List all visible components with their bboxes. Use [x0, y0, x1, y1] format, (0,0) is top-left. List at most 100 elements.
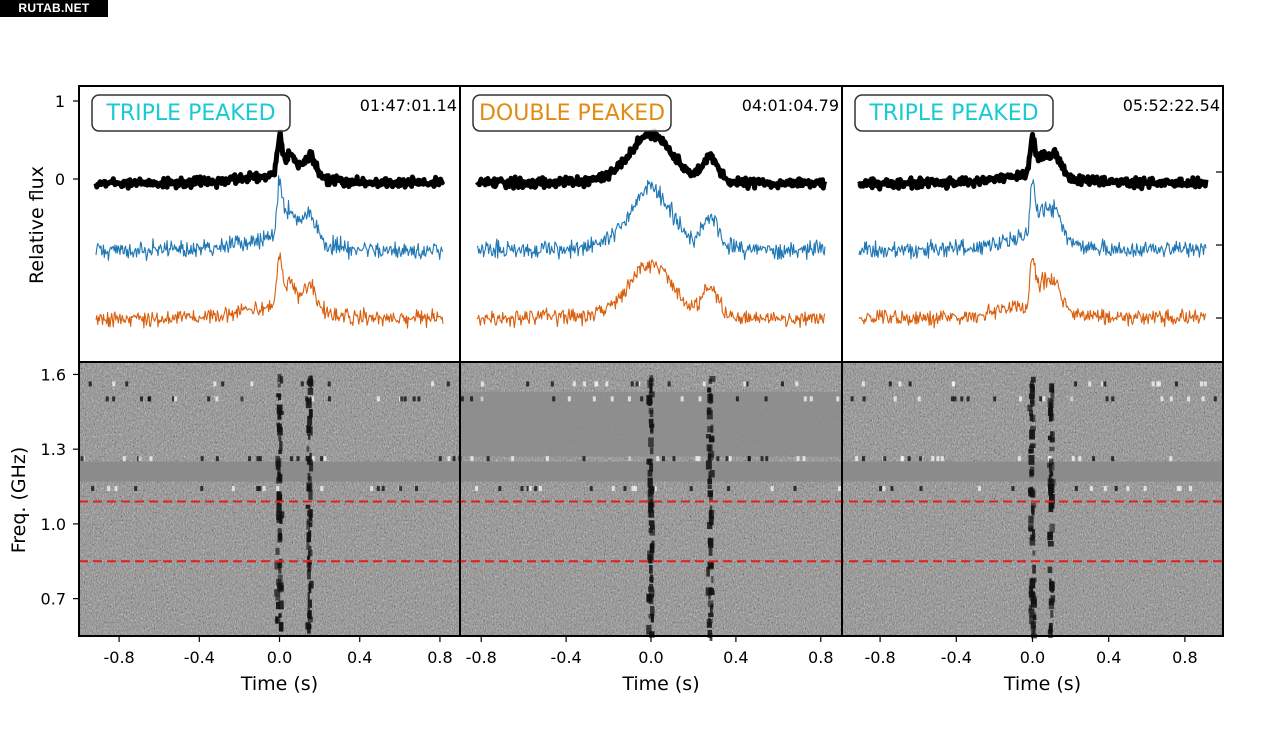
burst-streak: [1029, 409, 1034, 416]
x-tick-label: 0.8: [427, 648, 452, 667]
rfi-streak: [793, 486, 797, 492]
rfi-streak: [475, 486, 479, 492]
burst-streak: [277, 426, 283, 436]
peak-type-label: TRIPLE PEAKED: [105, 101, 275, 126]
burst-streak: [275, 601, 280, 610]
rfi-streak: [1114, 486, 1118, 492]
burst-streak: [1048, 463, 1053, 472]
rfi-streak: [623, 486, 627, 492]
burst-timestamp: 01:47:01.14: [360, 96, 457, 115]
rfi-streak: [960, 396, 964, 402]
burst-streak: [647, 477, 653, 488]
burst-streak: [649, 631, 655, 638]
x-tick-label: 0.4: [1096, 648, 1121, 667]
burst-streak: [308, 545, 312, 551]
rfi-streak: [147, 396, 151, 402]
rfi-streak: [796, 456, 800, 462]
burst-streak: [307, 387, 314, 395]
burst-streak: [306, 532, 311, 543]
burst-streak: [708, 471, 711, 480]
rfi-streak: [635, 381, 639, 387]
burst-streak: [1050, 431, 1053, 436]
rfi-streak: [862, 396, 866, 402]
burst-streak: [306, 445, 310, 452]
rfi-streak: [438, 456, 442, 462]
burst-streak: [305, 622, 311, 630]
rfi-streak: [412, 396, 416, 402]
x-tick-label: 0.4: [723, 648, 748, 667]
x-tick-label: 0.4: [347, 648, 372, 667]
burst-streak: [307, 537, 311, 542]
burst-streak: [1031, 629, 1035, 638]
rfi-streak: [716, 456, 720, 462]
rfi-streak: [480, 381, 484, 387]
rfi-streak: [300, 381, 304, 387]
burst-streak: [308, 522, 313, 528]
burst-timestamp: 04:01:04.79: [742, 96, 839, 115]
rfi-streak: [1151, 381, 1155, 387]
rfi-streak: [376, 396, 380, 402]
burst-streak: [1031, 529, 1036, 539]
rfi-streak: [231, 486, 235, 492]
rfi-streak: [627, 396, 631, 402]
rfi-streak: [592, 396, 596, 402]
burst-streak: [648, 613, 655, 619]
burst-streak: [648, 377, 654, 387]
rfi-streak: [545, 456, 549, 462]
rfi-streak: [672, 456, 676, 462]
burst-streak: [276, 503, 282, 513]
burst-streak: [1049, 383, 1055, 393]
rfi-streak: [931, 456, 935, 462]
rfi-streak: [134, 486, 138, 492]
burst-streak: [309, 375, 313, 384]
rfi-streak: [890, 486, 894, 492]
rfi-streak: [248, 456, 252, 462]
burst-streak: [1030, 425, 1036, 431]
rfi-streak: [376, 486, 380, 492]
rfi-streak: [950, 396, 954, 402]
burst-streak: [709, 376, 716, 382]
peak-type-badge: TRIPLE PEAKED: [854, 94, 1054, 132]
rfi-streak: [381, 486, 385, 492]
burst-streak: [308, 409, 312, 419]
burst-streak: [708, 612, 714, 618]
burst-streak: [309, 452, 312, 463]
rfi-streak: [200, 456, 204, 462]
flux-series-2-line: [95, 175, 444, 262]
burst-streak: [706, 622, 712, 628]
burst-streak: [1048, 628, 1053, 638]
flux-panel-2: DOUBLE PEAKED 04:01:04.79: [472, 94, 839, 329]
x-tick-label: 0.0: [1020, 648, 1045, 667]
freq-tick-label: 1.3: [41, 440, 66, 459]
rfi-streak: [320, 456, 324, 462]
rfi-streak: [480, 396, 484, 402]
watermark-logo: RUTAB.NET: [0, 0, 108, 17]
rfi-streak: [470, 396, 474, 402]
burst-streak: [276, 393, 281, 398]
rfi-streak: [403, 396, 407, 402]
burst-streak: [1030, 376, 1036, 383]
flux-series-3-line: [858, 257, 1207, 329]
burst-streak: [308, 550, 311, 560]
burst-streak: [650, 424, 654, 434]
burst-streak: [705, 434, 712, 439]
flux-series-1-line: [857, 131, 1209, 192]
rfi-streak: [311, 456, 315, 462]
rfi-streak: [656, 456, 660, 462]
rfi-streak: [1074, 486, 1078, 492]
rfi-streak: [112, 381, 116, 387]
rfi-streak: [1187, 396, 1191, 402]
rfi-streak: [114, 486, 118, 492]
rfi-streak: [966, 396, 970, 402]
burst-streak: [649, 498, 653, 505]
rfi-streak: [1039, 396, 1043, 402]
burst-streak: [1048, 458, 1054, 465]
burst-streak: [1047, 407, 1054, 417]
rfi-streak: [1017, 456, 1021, 462]
rfi-streak: [207, 396, 211, 402]
flux-series-3-line: [95, 252, 444, 329]
rfi-streak: [836, 396, 840, 402]
burst-streak: [649, 447, 654, 455]
burst-streak: [649, 528, 656, 536]
rfi-streak: [653, 486, 657, 492]
